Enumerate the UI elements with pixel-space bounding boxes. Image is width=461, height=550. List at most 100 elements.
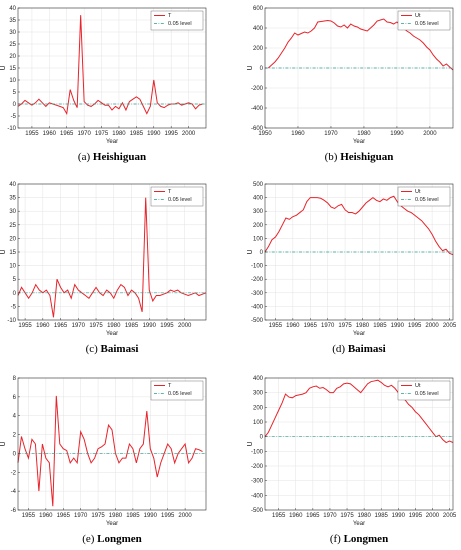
caption-label: (f): [330, 533, 344, 545]
caption-label: (c): [86, 343, 101, 355]
x-tick-label: 1995: [409, 513, 423, 519]
x-tick-label: 1955: [18, 323, 32, 329]
y-tick-label: 10: [9, 78, 16, 84]
caption-name: Heishiguan: [340, 151, 393, 163]
legend-entry: Ut: [415, 13, 421, 19]
series-line-t: [17, 395, 203, 507]
y-tick-label: 30: [9, 209, 16, 215]
x-tick-label: 1970: [321, 323, 335, 329]
y-tick-label: -200: [251, 277, 264, 283]
y-tick-label: -4: [11, 489, 17, 495]
x-tick-label: 1970: [77, 131, 91, 137]
x-tick-label: 2000: [178, 323, 192, 329]
x-axis-label: Year: [106, 139, 118, 145]
series-line-ut: [264, 195, 454, 256]
caption-label: (d): [332, 343, 348, 355]
y-tick-label: 100: [253, 236, 264, 242]
caption-name: Baimasi: [101, 343, 139, 355]
legend-entry: 0.05 level: [415, 197, 439, 203]
y-tick-label: 30: [9, 30, 16, 36]
series-line-ut: [267, 18, 454, 71]
y-axis-label: U: [247, 65, 254, 70]
y-tick-label: 25: [9, 42, 16, 48]
y-tick-label: 35: [9, 18, 16, 24]
panel-caption: (f) Longmen: [330, 533, 388, 545]
x-tick-label: 1980: [112, 131, 126, 137]
y-tick-label: 0: [260, 250, 264, 256]
y-tick-label: -10: [7, 126, 16, 132]
y-tick-label: -5: [11, 114, 17, 120]
x-tick-label: 1985: [375, 513, 389, 519]
x-tick-label: 1965: [304, 323, 318, 329]
series-line-ut: [264, 379, 454, 444]
panel-caption: (e) Longmen: [82, 533, 142, 545]
x-tick-label: 1960: [289, 513, 303, 519]
x-tick-label: 1975: [91, 513, 105, 519]
x-tick-label: 1975: [95, 131, 109, 137]
y-tick-label: 0: [13, 291, 17, 297]
y-axis-label: U: [0, 441, 7, 446]
y-tick-label: 400: [253, 376, 264, 382]
y-tick-label: -300: [251, 291, 264, 297]
y-tick-label: 10: [9, 264, 16, 270]
y-tick-label: 6: [13, 395, 17, 401]
x-tick-label: 1960: [43, 131, 57, 137]
y-tick-label: 600: [253, 6, 264, 12]
x-tick-label: 1970: [74, 513, 88, 519]
y-tick-label: 0: [260, 435, 264, 441]
series-line-t: [17, 15, 203, 116]
x-tick-label: 1965: [306, 513, 320, 519]
y-tick-label: 8: [13, 376, 17, 382]
y-tick-label: 300: [253, 209, 264, 215]
y-tick-label: 0: [260, 66, 264, 72]
panel-a: 1955 1960 1965 1970 1975 1980 1985 1990 1995 2000…: [0, 6, 207, 163]
x-tick-label: 2000: [423, 131, 437, 137]
x-tick-label: 1980: [109, 513, 123, 519]
panel-e: 1955 1960 1965 1970 1975 1980 1985 1990 1995 2000…: [0, 376, 207, 545]
y-tick-label: 20: [9, 236, 16, 242]
panel-d: 1955 1960 1965 1970 1975 1980 1985 1990 1995 2000…: [247, 182, 457, 355]
x-tick-label: 1980: [357, 131, 371, 137]
y-tick-label: 200: [253, 46, 264, 52]
x-tick-label: 1980: [357, 513, 371, 519]
legend-entry: 0.05 level: [168, 391, 192, 397]
caption-name: Longmen: [97, 533, 142, 545]
y-tick-label: -300: [251, 479, 264, 485]
y-tick-label: -400: [251, 106, 264, 112]
y-tick-label: -400: [251, 493, 264, 499]
caption-name: Baimasi: [348, 343, 386, 355]
y-axis-label: U: [247, 441, 254, 446]
y-tick-label: 500: [253, 182, 264, 188]
y-tick-label: 15: [9, 66, 16, 72]
legend-entry: 0.05 level: [168, 21, 192, 27]
y-tick-label: -100: [251, 449, 264, 455]
x-tick-label: 1965: [57, 513, 71, 519]
y-tick-label: -500: [251, 318, 264, 324]
y-axis-label: U: [247, 249, 254, 254]
x-tick-label: 1985: [125, 323, 139, 329]
panel-caption: (d) Baimasi: [332, 343, 385, 355]
x-axis-label: Year: [353, 331, 365, 337]
y-tick-label: 300: [253, 391, 264, 397]
x-tick-label: 1960: [39, 513, 53, 519]
x-tick-label: 1990: [390, 131, 404, 137]
y-tick-label: -400: [251, 304, 264, 310]
y-tick-label: 4: [13, 414, 17, 420]
x-tick-label: 1975: [89, 323, 103, 329]
panel-caption: (b) Heishiguan: [325, 151, 394, 163]
x-tick-label: 1995: [408, 323, 422, 329]
x-tick-label: 1955: [272, 513, 286, 519]
x-tick-label: 2005: [443, 513, 457, 519]
panel-caption: (c) Baimasi: [86, 343, 139, 355]
x-tick-label: 2000: [178, 513, 192, 519]
y-tick-label: 5: [13, 277, 17, 283]
y-axis-label: U: [0, 65, 7, 70]
y-tick-label: 400: [253, 26, 264, 32]
x-tick-label: 1955: [25, 131, 39, 137]
x-axis-label: Year: [106, 331, 118, 337]
y-tick-label: 2: [13, 433, 17, 439]
y-tick-label: -600: [251, 126, 264, 132]
caption-name: Heishiguan: [93, 151, 146, 163]
caption-label: (b): [325, 151, 341, 163]
y-tick-label: 25: [9, 223, 16, 229]
